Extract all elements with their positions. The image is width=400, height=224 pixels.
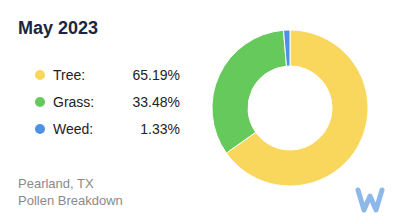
legend-value: 1.33% — [140, 121, 180, 137]
title: May 2023 — [18, 18, 98, 38]
legend-label: Grass: — [53, 94, 94, 110]
legend-swatch — [35, 97, 45, 107]
legend: Tree: 65.19% Grass: 33.48% Weed: 1.33% — [35, 67, 180, 137]
legend-value: 33.48% — [133, 94, 180, 110]
donut — [212, 30, 368, 186]
annotation: Pollen Breakdown — [18, 193, 123, 208]
legend-label: Weed: — [53, 121, 93, 137]
annotation: Pearland, TX — [18, 176, 94, 191]
logo — [358, 190, 382, 210]
chart: May 2023 Tree: 65.19% Grass: 33.48% Weed: 1.33… — [0, 0, 400, 224]
legend-label: Tree: — [53, 67, 85, 83]
background — [0, 0, 400, 224]
legend-value: 65.19% — [133, 67, 180, 83]
legend-swatch — [35, 124, 45, 134]
slice — [283, 30, 290, 66]
slice — [212, 30, 286, 153]
legend-swatch — [35, 70, 45, 80]
